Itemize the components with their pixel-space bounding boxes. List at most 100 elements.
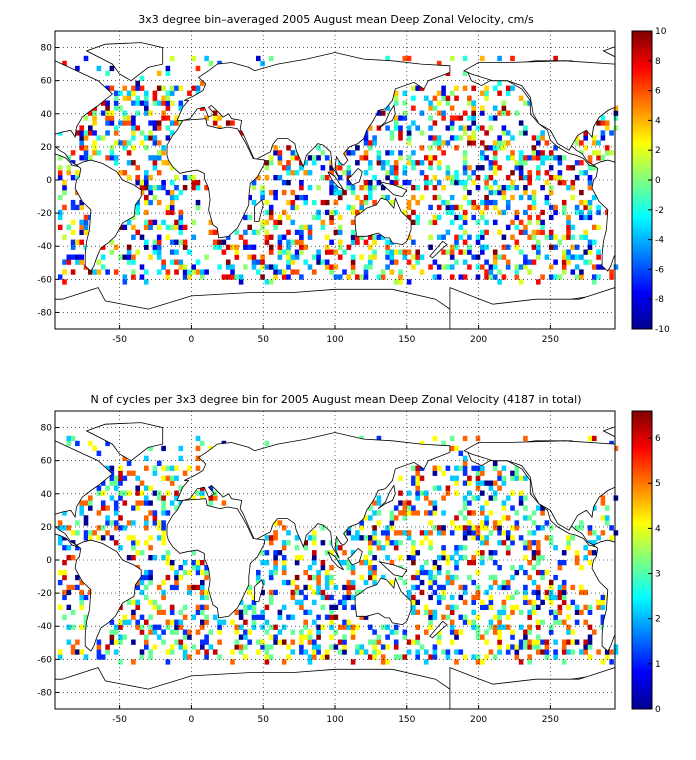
heatmap-cell [294, 229, 300, 235]
heatmap-cell [96, 269, 102, 275]
heatmap-cell [497, 485, 502, 491]
heatmap-cell [290, 199, 296, 206]
heatmap-cell [462, 150, 468, 156]
heatmap-cell [83, 515, 89, 521]
heatmap-cell [256, 574, 261, 581]
heatmap-cell [148, 654, 153, 660]
heatmap-cell [165, 619, 171, 625]
heatmap-cell [385, 105, 390, 111]
heatmap-cell [432, 574, 438, 581]
heatmap-cell [536, 279, 541, 285]
heatmap-cell [398, 130, 403, 136]
heatmap-cell [531, 599, 537, 605]
heatmap-cell [406, 505, 412, 511]
heatmap-cell [518, 155, 524, 161]
heatmap-cell [346, 185, 352, 191]
heatmap-cell [385, 175, 390, 181]
heatmap-cell [587, 180, 593, 186]
heatmap-cell [523, 569, 528, 576]
heatmap-cell [436, 565, 442, 571]
heatmap-cell [436, 180, 442, 186]
heatmap-cell [195, 204, 201, 211]
heatmap-cell [286, 145, 291, 151]
heatmap-cell [122, 115, 128, 121]
heatmap-cell [286, 160, 291, 166]
heatmap-cell [445, 170, 451, 176]
heatmap-cell [359, 520, 364, 526]
heatmap-cell [531, 530, 537, 536]
heatmap-cell [256, 614, 261, 620]
heatmap-cell [337, 639, 343, 645]
heatmap-cell [411, 95, 416, 101]
heatmap-cell [505, 85, 511, 91]
heatmap-cell [406, 510, 412, 516]
heatmap-cell [393, 120, 399, 126]
heatmap-cell [484, 175, 489, 181]
heatmap-cell [428, 654, 433, 660]
heatmap-cell [363, 135, 369, 141]
heatmap-cell [161, 185, 166, 191]
heatmap-cell [436, 214, 442, 221]
heatmap-cell [458, 125, 464, 131]
heatmap-cell [109, 475, 115, 481]
heatmap-cell [169, 249, 175, 255]
heatmap-cell [609, 535, 614, 541]
heatmap-cell [596, 140, 601, 146]
heatmap-cell [462, 70, 468, 76]
heatmap-cell [411, 209, 416, 216]
heatmap-cell [475, 254, 481, 260]
heatmap-cell [480, 520, 485, 526]
heatmap-cell [169, 85, 175, 91]
heatmap-cell [131, 259, 136, 265]
heatmap-cell [445, 560, 451, 566]
heatmap-cell [152, 555, 158, 561]
land-outline [429, 620, 448, 639]
heatmap-cell [243, 629, 248, 635]
heatmap-cell [376, 649, 382, 655]
heatmap-cell [273, 274, 278, 280]
heatmap-cell [156, 525, 162, 531]
heatmap-cell [174, 185, 179, 191]
heatmap-cell [251, 254, 257, 260]
heatmap-cell [303, 199, 308, 206]
heatmap-cell [497, 279, 502, 285]
heatmap-cell [467, 619, 472, 625]
heatmap-cell [419, 160, 425, 166]
y-tick-label: 80 [41, 424, 53, 434]
heatmap-cell [592, 274, 597, 280]
heatmap-cell [372, 530, 377, 536]
heatmap-cell [389, 249, 395, 255]
heatmap-cell [475, 525, 481, 531]
heatmap-cell [510, 565, 515, 571]
heatmap-cell [441, 110, 446, 116]
heatmap-cell [316, 254, 321, 260]
heatmap-cell [286, 170, 291, 176]
heatmap-cell [505, 140, 511, 146]
heatmap-cell [156, 624, 162, 630]
heatmap-cell [436, 234, 442, 240]
heatmap-cell [281, 569, 287, 576]
heatmap-cell [518, 160, 524, 166]
heatmap-cell [217, 264, 222, 270]
heatmap-cell [256, 569, 261, 576]
heatmap-cell [488, 550, 494, 556]
heatmap-cell [225, 120, 231, 126]
heatmap-cell [329, 579, 334, 586]
heatmap-cell [178, 224, 184, 230]
heatmap-cell [247, 604, 252, 610]
heatmap-cell [531, 540, 537, 546]
heatmap-cell [600, 135, 606, 141]
heatmap-cell [553, 175, 558, 181]
heatmap-cell [342, 189, 347, 196]
heatmap-cell [411, 545, 416, 551]
heatmap-cell [268, 204, 274, 211]
heatmap-cell [579, 274, 584, 280]
heatmap-cell [587, 239, 593, 245]
heatmap-cell [178, 619, 184, 625]
heatmap-cell [122, 140, 128, 146]
heatmap-cell [329, 185, 334, 191]
heatmap-cell [105, 465, 110, 471]
heatmap-cell [230, 264, 235, 270]
heatmap-cell [264, 160, 270, 166]
heatmap-cell [126, 219, 132, 225]
